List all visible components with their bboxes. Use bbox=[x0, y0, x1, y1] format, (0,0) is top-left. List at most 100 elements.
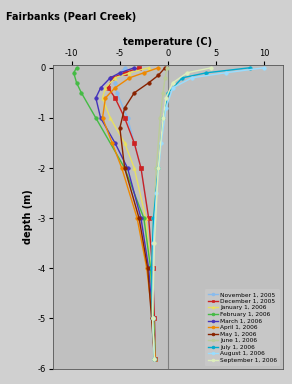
January 1, 2006 bbox=[133, 166, 136, 170]
March 1, 2006 bbox=[154, 356, 157, 361]
May 1, 2006 bbox=[137, 216, 141, 220]
August 1, 2006 bbox=[153, 356, 156, 361]
May 1, 2006 bbox=[133, 91, 136, 95]
February 1, 2006 bbox=[123, 166, 126, 170]
February 1, 2006 bbox=[94, 116, 98, 120]
May 1, 2006 bbox=[163, 66, 167, 70]
February 1, 2006 bbox=[149, 266, 152, 271]
April 1, 2006 bbox=[110, 141, 114, 145]
December 1, 2005 bbox=[147, 216, 150, 220]
February 1, 2006 bbox=[154, 356, 157, 361]
December 1, 2005 bbox=[137, 66, 141, 70]
August 1, 2006 bbox=[224, 71, 227, 75]
January 1, 2006 bbox=[123, 141, 126, 145]
Line: June 1, 2006: June 1, 2006 bbox=[150, 66, 169, 360]
July 1, 2006 bbox=[151, 316, 154, 321]
Line: March 1, 2006: March 1, 2006 bbox=[94, 66, 157, 360]
January 1, 2006 bbox=[149, 266, 152, 271]
January 1, 2006 bbox=[109, 116, 112, 120]
Line: January 1, 2006: January 1, 2006 bbox=[101, 66, 157, 360]
January 1, 2006 bbox=[101, 96, 104, 100]
Text: Fairbanks (Pearl Creek): Fairbanks (Pearl Creek) bbox=[6, 12, 136, 22]
May 1, 2006 bbox=[123, 166, 126, 170]
September 1, 2006 bbox=[161, 116, 165, 120]
July 1, 2006 bbox=[161, 116, 165, 120]
February 1, 2006 bbox=[80, 91, 83, 95]
March 1, 2006 bbox=[94, 96, 98, 100]
June 1, 2006 bbox=[159, 116, 162, 120]
April 1, 2006 bbox=[142, 71, 146, 75]
March 1, 2006 bbox=[151, 316, 154, 321]
March 1, 2006 bbox=[109, 76, 112, 80]
Line: February 1, 2006: February 1, 2006 bbox=[72, 66, 157, 360]
February 1, 2006 bbox=[75, 66, 78, 70]
March 1, 2006 bbox=[99, 86, 102, 90]
March 1, 2006 bbox=[99, 116, 102, 120]
November 1, 2005 bbox=[123, 66, 126, 70]
July 1, 2006 bbox=[152, 216, 155, 220]
Y-axis label: depth (m): depth (m) bbox=[23, 190, 33, 244]
March 1, 2006 bbox=[139, 216, 143, 220]
February 1, 2006 bbox=[72, 71, 75, 75]
Line: July 1, 2006: July 1, 2006 bbox=[150, 66, 251, 360]
July 1, 2006 bbox=[157, 166, 160, 170]
August 1, 2006 bbox=[155, 191, 158, 195]
April 1, 2006 bbox=[154, 356, 157, 361]
November 1, 2005 bbox=[126, 116, 129, 120]
July 1, 2006 bbox=[248, 66, 251, 70]
February 1, 2006 bbox=[152, 316, 155, 321]
May 1, 2006 bbox=[150, 316, 153, 321]
January 1, 2006 bbox=[152, 316, 155, 321]
August 1, 2006 bbox=[152, 241, 155, 246]
Line: May 1, 2006: May 1, 2006 bbox=[118, 66, 167, 360]
August 1, 2006 bbox=[151, 316, 154, 321]
November 1, 2005 bbox=[154, 356, 157, 361]
February 1, 2006 bbox=[142, 216, 146, 220]
March 1, 2006 bbox=[113, 141, 117, 145]
August 1, 2006 bbox=[164, 106, 168, 110]
September 1, 2006 bbox=[157, 166, 160, 170]
June 1, 2006 bbox=[165, 66, 169, 70]
November 1, 2005 bbox=[113, 81, 117, 85]
May 1, 2006 bbox=[153, 356, 156, 361]
December 1, 2005 bbox=[107, 86, 110, 90]
January 1, 2006 bbox=[104, 86, 107, 90]
Line: April 1, 2006: April 1, 2006 bbox=[101, 66, 160, 360]
May 1, 2006 bbox=[146, 266, 150, 271]
June 1, 2006 bbox=[151, 316, 154, 321]
December 1, 2005 bbox=[153, 316, 156, 321]
April 1, 2006 bbox=[101, 116, 104, 120]
August 1, 2006 bbox=[262, 66, 266, 70]
March 1, 2006 bbox=[126, 166, 129, 170]
Line: December 1, 2005: December 1, 2005 bbox=[107, 66, 157, 360]
Legend: November 1, 2005, December 1, 2005, January 1, 2006, February 1, 2006, March 1, : November 1, 2005, December 1, 2005, Janu… bbox=[205, 290, 280, 366]
December 1, 2005 bbox=[123, 71, 126, 75]
September 1, 2006 bbox=[171, 81, 174, 85]
August 1, 2006 bbox=[171, 86, 174, 90]
May 1, 2006 bbox=[118, 126, 121, 130]
August 1, 2006 bbox=[190, 76, 194, 80]
August 1, 2006 bbox=[159, 141, 163, 145]
September 1, 2006 bbox=[153, 241, 156, 246]
June 1, 2006 bbox=[155, 166, 158, 170]
April 1, 2006 bbox=[145, 266, 149, 271]
July 1, 2006 bbox=[166, 91, 170, 95]
April 1, 2006 bbox=[113, 86, 117, 90]
September 1, 2006 bbox=[209, 66, 213, 70]
January 1, 2006 bbox=[154, 356, 157, 361]
November 1, 2005 bbox=[115, 91, 119, 95]
April 1, 2006 bbox=[135, 216, 139, 220]
May 1, 2006 bbox=[157, 73, 160, 78]
January 1, 2006 bbox=[113, 76, 117, 80]
June 1, 2006 bbox=[152, 216, 155, 220]
December 1, 2005 bbox=[139, 166, 143, 170]
June 1, 2006 bbox=[163, 76, 167, 80]
September 1, 2006 bbox=[151, 316, 154, 321]
February 1, 2006 bbox=[75, 81, 78, 85]
March 1, 2006 bbox=[147, 266, 150, 271]
March 1, 2006 bbox=[133, 66, 136, 70]
September 1, 2006 bbox=[185, 71, 189, 75]
December 1, 2005 bbox=[133, 141, 136, 145]
December 1, 2005 bbox=[123, 116, 126, 120]
November 1, 2005 bbox=[153, 316, 156, 321]
